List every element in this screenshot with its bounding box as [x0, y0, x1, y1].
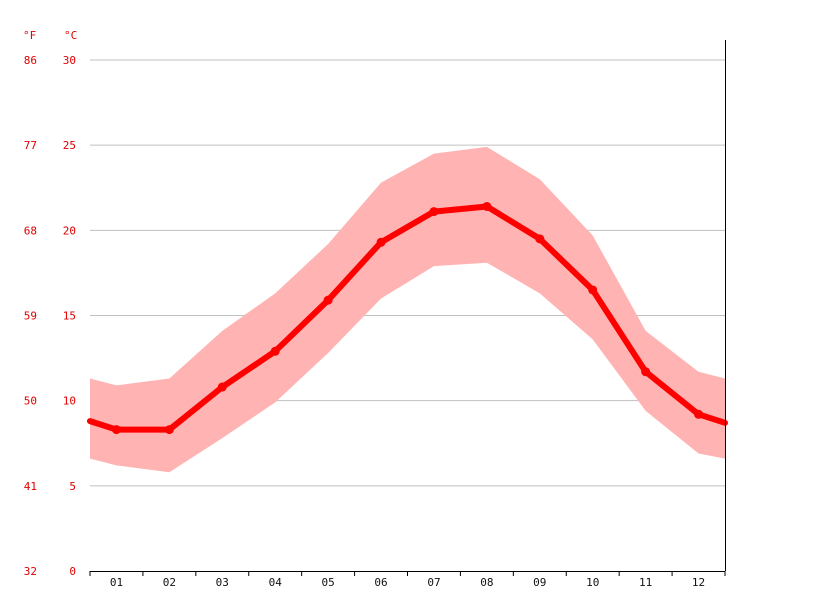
data-point — [270, 346, 280, 356]
data-point — [376, 237, 386, 247]
x-tick-label: 09 — [533, 576, 546, 589]
y-tick-label-fahrenheit: 86 — [24, 54, 37, 67]
average-temperature-line — [87, 203, 728, 433]
y-tick-label-fahrenheit: 50 — [24, 395, 37, 408]
x-tick-label: 10 — [586, 576, 599, 589]
data-point — [588, 285, 598, 295]
temperature-range-band — [90, 146, 725, 473]
x-tick-label: 11 — [639, 576, 652, 589]
data-point — [323, 295, 333, 305]
data-point — [482, 201, 492, 211]
y-tick-label-fahrenheit: 68 — [24, 224, 37, 237]
y-tick-label-celsius: 25 — [63, 139, 76, 152]
data-points — [111, 201, 704, 435]
data-point — [217, 382, 227, 392]
x-tick-label: 03 — [216, 576, 229, 589]
x-tick-label: 01 — [110, 576, 123, 589]
data-point — [641, 367, 651, 377]
data-point — [429, 207, 439, 217]
y-tick-label-celsius: 10 — [63, 395, 76, 408]
x-tick-label: 07 — [427, 576, 440, 589]
y-tick-label-fahrenheit: 59 — [24, 310, 37, 323]
x-tick-label: 05 — [322, 576, 335, 589]
data-point — [111, 425, 121, 435]
x-tick-label: 06 — [374, 576, 387, 589]
x-tick-label: 12 — [692, 576, 705, 589]
x-axis: 01 02 03 04 05 06 07 08 09 10 11 12 — [89, 571, 726, 589]
y-tick-label-celsius: 30 — [63, 54, 76, 67]
data-point — [164, 425, 174, 435]
y-axis-labels: 0 32 5 41 10 50 15 59 20 68 25 77 30 86 — [24, 54, 76, 578]
y-tick-label-celsius: 15 — [63, 310, 76, 323]
data-point — [535, 234, 545, 244]
y-tick-label-fahrenheit: 41 — [24, 480, 37, 493]
x-tick-label: 02 — [163, 576, 176, 589]
y-tick-label-celsius: 5 — [69, 480, 76, 493]
y-tick-label-celsius: 20 — [63, 224, 76, 237]
celsius-unit-label: °C — [64, 29, 77, 42]
data-point — [694, 409, 704, 419]
fahrenheit-unit-label: °F — [23, 29, 36, 42]
y-tick-label-fahrenheit: 32 — [24, 565, 37, 578]
x-tick-label: 08 — [480, 576, 493, 589]
y-tick-label-celsius: 0 — [69, 565, 76, 578]
y-tick-label-fahrenheit: 77 — [24, 139, 37, 152]
x-tick-label: 04 — [269, 576, 283, 589]
